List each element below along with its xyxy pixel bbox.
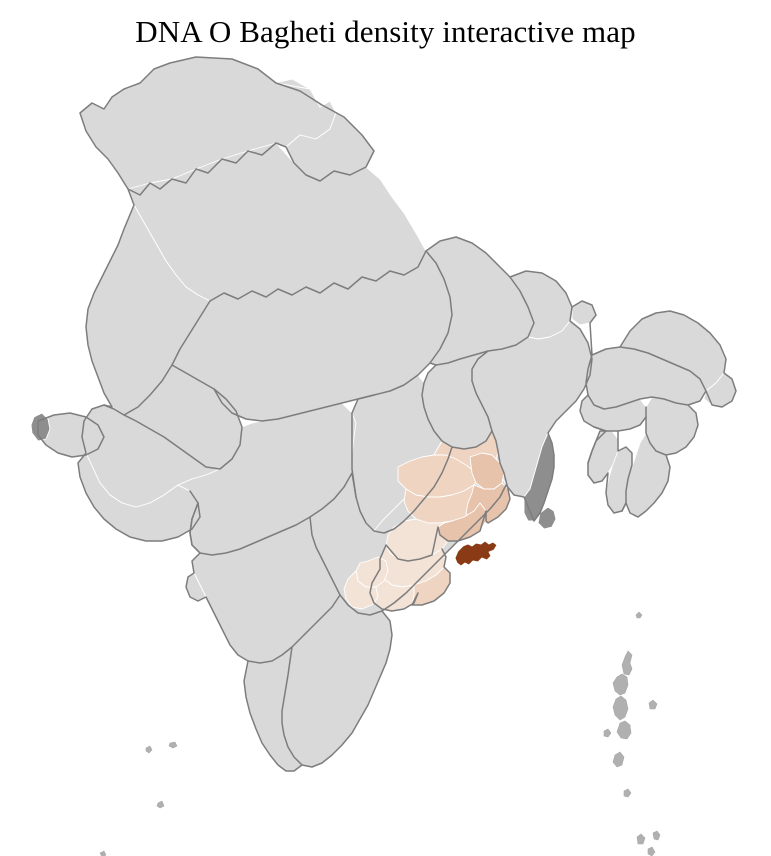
- state-border: [79, 56, 375, 196]
- india-map-svg[interactable]: [0, 55, 771, 856]
- district-highlight-light[interactable]: [343, 570, 379, 610]
- page-title: DNA O Bagheti density interactive map: [135, 14, 636, 49]
- state-border: [351, 394, 375, 414]
- district-region-kutch-dark[interactable]: [30, 412, 51, 442]
- state-border: [645, 416, 667, 456]
- island-shape[interactable]: [647, 846, 656, 856]
- state-border: [171, 250, 453, 422]
- island-shape[interactable]: [145, 745, 153, 754]
- district-highlight-peak[interactable]: [454, 540, 498, 567]
- state-border: [77, 188, 737, 772]
- island-shape[interactable]: [648, 699, 658, 710]
- island-shape[interactable]: [612, 751, 625, 768]
- island-shape[interactable]: [636, 833, 646, 845]
- districts-layer[interactable]: [30, 56, 737, 856]
- india-map-canvas[interactable]: [0, 55, 771, 856]
- island-shape[interactable]: [612, 673, 629, 696]
- state-border: [617, 430, 633, 512]
- island-shape[interactable]: [635, 611, 643, 619]
- state-border: [103, 364, 173, 416]
- island-shape[interactable]: [623, 788, 632, 798]
- state-border: [429, 276, 535, 366]
- state-border: [309, 516, 383, 616]
- state-boundaries-layer: [37, 56, 737, 772]
- island-shape[interactable]: [603, 728, 612, 738]
- highlighted-state-odisha[interactable]: [343, 430, 511, 612]
- island-shape[interactable]: [652, 830, 661, 841]
- district-region-delta[interactable]: [537, 506, 557, 530]
- state-border: [619, 346, 707, 392]
- island-shape[interactable]: [616, 720, 632, 740]
- state-border: [587, 430, 607, 464]
- state-border: [247, 594, 341, 664]
- state-border: [37, 412, 105, 458]
- andaman-nicobar-islands[interactable]: [603, 611, 661, 856]
- state-border: [123, 388, 243, 470]
- state-border: [209, 236, 573, 308]
- island-shape[interactable]: [168, 741, 178, 749]
- island-shape[interactable]: [621, 650, 633, 676]
- island-shape[interactable]: [612, 695, 629, 721]
- state-border: [281, 646, 303, 766]
- state-border: [421, 350, 493, 450]
- state-border: [587, 394, 689, 410]
- state-border: [369, 430, 511, 612]
- lakshadweep-islands[interactable]: [99, 741, 178, 856]
- island-shape[interactable]: [156, 800, 165, 809]
- state-border: [189, 472, 357, 556]
